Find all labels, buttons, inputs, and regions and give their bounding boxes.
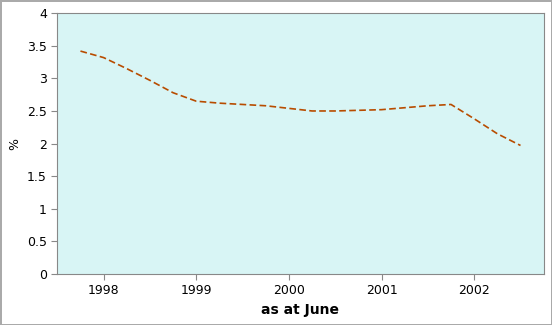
- Y-axis label: %: %: [8, 137, 22, 150]
- X-axis label: as at June: as at June: [262, 303, 339, 317]
